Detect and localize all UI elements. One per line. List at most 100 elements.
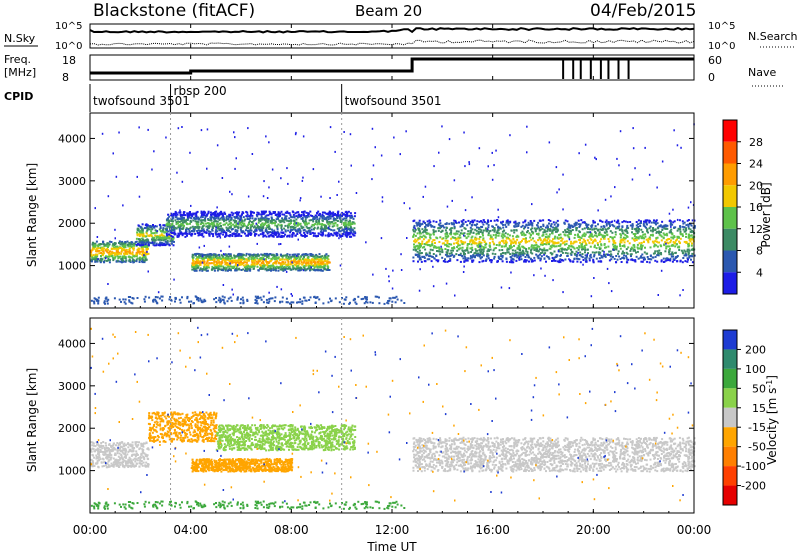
scatter-cell — [640, 248, 643, 251]
scatter-cell — [295, 211, 298, 214]
scatter-cell — [258, 219, 261, 222]
scatter-cell — [178, 228, 181, 231]
scatter-cell — [623, 220, 625, 223]
scatter-cell — [220, 227, 223, 230]
scatter-cell — [440, 230, 443, 233]
scatter-cell — [218, 225, 221, 228]
scatter-cell — [317, 222, 320, 225]
scatter-cell — [349, 228, 351, 231]
scatter-cell — [258, 258, 261, 261]
scatter-cell — [267, 261, 270, 264]
scatter-cell — [285, 263, 288, 266]
scatter-cell — [287, 223, 290, 226]
scatter-cell — [511, 254, 514, 257]
scatter-cell — [343, 221, 346, 224]
scatter-cell — [303, 255, 305, 258]
scatter-cell — [622, 236, 625, 239]
scatter-cell — [267, 255, 270, 258]
scatter-cell — [687, 219, 690, 221]
scatter-cell — [228, 216, 231, 219]
scatter-cell — [242, 254, 245, 257]
scatter-cell — [245, 227, 248, 230]
scatter-cell — [590, 235, 593, 238]
scatter-cell — [468, 243, 471, 245]
scatter-cell — [438, 248, 441, 250]
scatter-cell — [151, 236, 154, 239]
scatter-cell — [211, 226, 214, 229]
scatter-cell — [475, 233, 478, 236]
scatter-cell — [261, 266, 263, 269]
scatter-cell — [211, 268, 214, 271]
scatter-cell — [594, 221, 596, 224]
scatter-cell — [558, 261, 561, 264]
scatter-cell — [322, 261, 325, 264]
scatter-cell — [524, 226, 526, 229]
scatter-cell — [645, 226, 648, 229]
scatter-cell — [313, 223, 316, 226]
scatter-cell — [569, 229, 572, 232]
scatter-cell — [419, 252, 422, 255]
scatter-cell — [353, 227, 356, 230]
scatter-cell — [190, 220, 193, 223]
scatter-cell — [548, 247, 551, 250]
scatter-cell — [526, 229, 529, 232]
scatter-cell — [538, 236, 541, 239]
scatter-cell — [492, 242, 495, 245]
scatter-cell — [586, 231, 589, 234]
freq-tick-left-top: 18 — [62, 54, 76, 67]
scatter-cell — [425, 254, 428, 257]
scatter-cell — [610, 258, 613, 261]
scatter-cell — [450, 231, 452, 234]
scatter-cell — [549, 229, 552, 232]
scatter-cell — [333, 214, 336, 217]
scatter-cell — [317, 265, 320, 267]
scatter-cell — [578, 230, 581, 233]
scatter-cell — [676, 236, 679, 239]
scatter-cell — [216, 269, 219, 272]
scatter-cell — [332, 222, 335, 225]
scatter-cell — [302, 210, 305, 213]
scatter-cell — [241, 256, 244, 259]
scatter-cell — [250, 229, 253, 232]
scatter-cell — [431, 240, 434, 243]
scatter-cell — [660, 260, 663, 263]
scatter-cell — [528, 232, 531, 235]
scatter-cell — [220, 230, 223, 233]
scatter-cell — [638, 242, 641, 245]
scatter-cell — [455, 253, 458, 256]
scatter-cell — [202, 235, 205, 238]
scatter-cell — [240, 260, 242, 263]
scatter-cell — [249, 234, 252, 236]
scatter-cell — [351, 222, 354, 225]
scatter-cell — [198, 232, 201, 235]
scatter-cell — [444, 248, 447, 250]
date-title: 04/Feb/2015 — [590, 1, 696, 21]
scatter-cell — [90, 254, 93, 257]
scatter-cell — [154, 239, 157, 242]
scatter-cell — [575, 250, 578, 253]
scatter-cell — [449, 259, 452, 262]
scatter-cell — [495, 233, 497, 236]
scatter-cell — [262, 225, 265, 228]
scatter-cell — [108, 255, 111, 258]
scatter-cell — [625, 230, 628, 233]
scatter-cell — [122, 260, 124, 263]
scatter-cell — [669, 257, 672, 260]
scatter-cell — [585, 258, 588, 261]
scatter-cell — [595, 234, 598, 237]
scatter-cell — [235, 216, 238, 219]
scatter-cell — [482, 234, 484, 237]
scatter-cell — [251, 225, 254, 228]
scatter-cell — [215, 230, 217, 233]
scatter-cell — [327, 235, 330, 238]
scatter-cell — [306, 256, 309, 259]
scatter-cell — [113, 246, 115, 249]
scatter-cell — [237, 234, 240, 237]
scatter-cell — [207, 264, 210, 267]
scatter-cell — [311, 264, 314, 267]
scatter-cell — [623, 229, 626, 232]
scatter-cell — [210, 232, 213, 235]
scatter-cell — [124, 249, 127, 252]
scatter-cell — [183, 221, 186, 224]
scatter-cell — [420, 252, 423, 254]
